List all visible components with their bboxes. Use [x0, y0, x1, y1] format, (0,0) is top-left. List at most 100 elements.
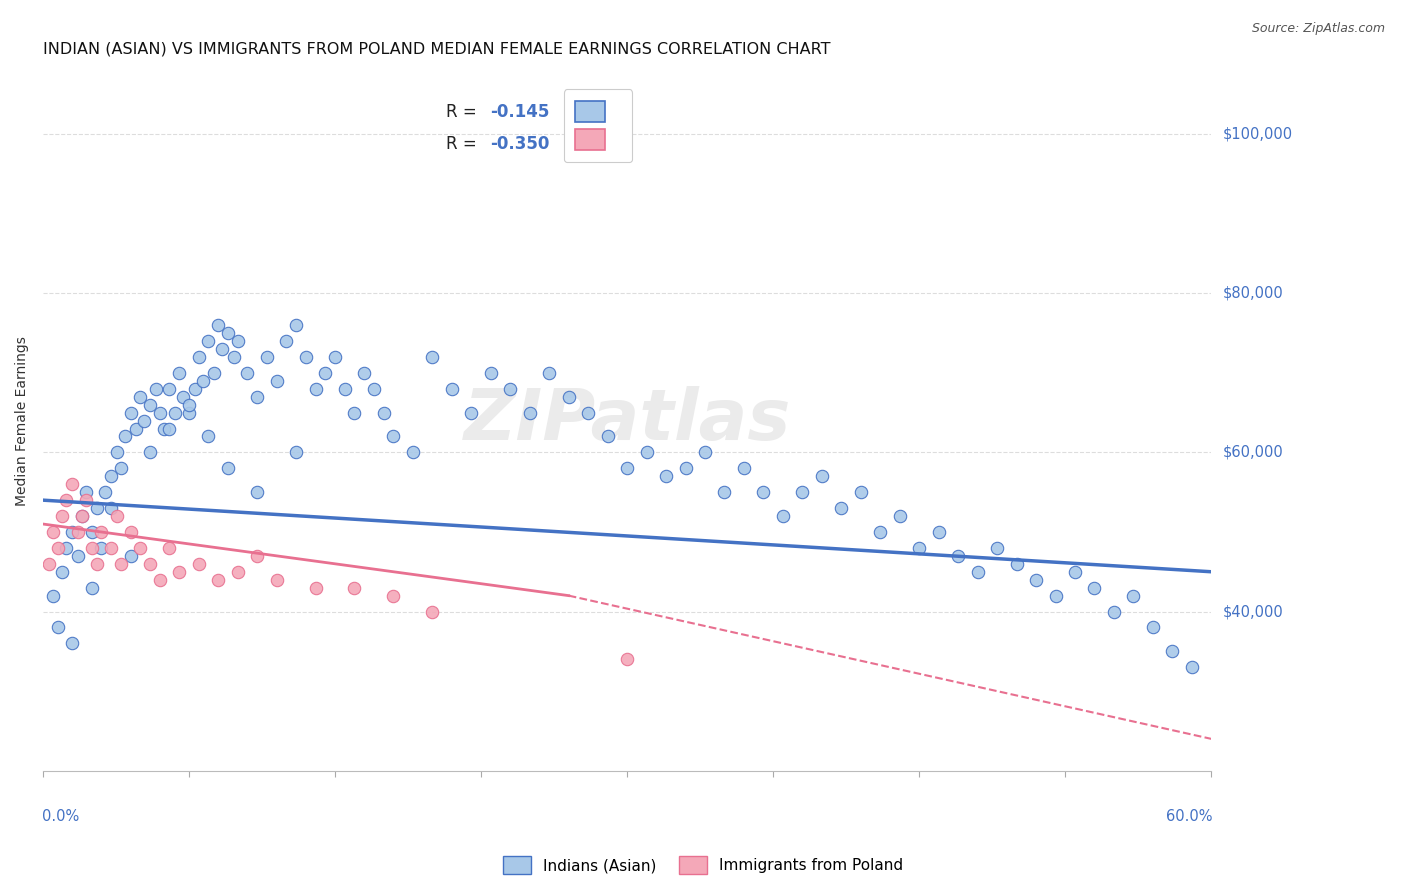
Point: [110, 557, 132, 571]
Point: [908, 541, 931, 555]
Point: [946, 549, 969, 563]
Text: $60,000: $60,000: [1222, 445, 1284, 460]
Point: [733, 461, 755, 475]
Point: [75, 493, 97, 508]
Point: [333, 382, 356, 396]
Point: [48, 541, 70, 555]
Point: [105, 445, 128, 459]
Point: [125, 421, 148, 435]
Point: [197, 429, 219, 443]
Point: [114, 429, 136, 443]
Point: [152, 421, 174, 435]
Point: [207, 318, 229, 332]
Point: [197, 334, 219, 348]
Point: [60, 477, 83, 491]
Text: 107: 107: [598, 103, 633, 121]
Point: [236, 366, 259, 380]
Point: [110, 461, 132, 475]
Point: [422, 350, 444, 364]
Point: [105, 509, 128, 524]
Point: [159, 541, 181, 555]
Legend: Indians (Asian), Immigrants from Poland: Indians (Asian), Immigrants from Poland: [496, 850, 910, 880]
Point: [382, 429, 405, 443]
Point: [869, 524, 891, 539]
Point: [266, 573, 288, 587]
Point: [294, 350, 316, 364]
Point: [80, 541, 103, 555]
Point: [966, 565, 988, 579]
Point: [256, 350, 278, 364]
Text: $80,000: $80,000: [1222, 285, 1284, 301]
Point: [70, 509, 93, 524]
Point: [70, 509, 93, 524]
Point: [1025, 573, 1047, 587]
Point: [304, 581, 326, 595]
Point: [285, 318, 308, 332]
Point: [207, 573, 229, 587]
Point: [343, 406, 366, 420]
Point: [51, 565, 73, 579]
Point: [149, 573, 172, 587]
Point: [38, 557, 60, 571]
Point: [149, 406, 172, 420]
Text: ZIPatlas: ZIPatlas: [464, 386, 790, 455]
Point: [226, 334, 249, 348]
Point: [1083, 581, 1105, 595]
Point: [693, 445, 716, 459]
Point: [167, 565, 190, 579]
Point: [80, 581, 103, 595]
Point: [616, 652, 638, 666]
Point: [211, 342, 233, 356]
Point: [120, 549, 142, 563]
Point: [217, 461, 239, 475]
Point: [373, 406, 395, 420]
Point: [139, 398, 162, 412]
Point: [382, 589, 405, 603]
Y-axis label: Median Female Earnings: Median Female Earnings: [15, 335, 30, 506]
Point: [48, 620, 70, 634]
Point: [675, 461, 697, 475]
Point: [167, 366, 190, 380]
Point: [1181, 660, 1204, 674]
Point: [246, 549, 269, 563]
Text: R =: R =: [446, 135, 482, 153]
Point: [129, 541, 152, 555]
Point: [928, 524, 950, 539]
Point: [811, 469, 834, 483]
Point: [51, 509, 73, 524]
Text: 31: 31: [598, 135, 627, 153]
Text: $40,000: $40,000: [1222, 604, 1284, 619]
Point: [246, 485, 269, 500]
Point: [1102, 605, 1125, 619]
Point: [139, 445, 162, 459]
Point: [165, 406, 187, 420]
Point: [159, 382, 181, 396]
Point: [792, 485, 814, 500]
Point: [830, 501, 852, 516]
Point: [1005, 557, 1028, 571]
Text: 60.0%: 60.0%: [1166, 809, 1212, 824]
Point: [402, 445, 425, 459]
Point: [90, 524, 112, 539]
Point: [519, 406, 541, 420]
Point: [499, 382, 522, 396]
Text: INDIAN (ASIAN) VS IMMIGRANTS FROM POLAND MEDIAN FEMALE EARNINGS CORRELATION CHAR: INDIAN (ASIAN) VS IMMIGRANTS FROM POLAND…: [44, 42, 831, 57]
Point: [66, 524, 89, 539]
Point: [222, 350, 245, 364]
Point: [100, 501, 122, 516]
Point: [276, 334, 298, 348]
Point: [1064, 565, 1087, 579]
Point: [460, 406, 482, 420]
Text: $100,000: $100,000: [1222, 127, 1292, 142]
Point: [177, 406, 200, 420]
Text: Source: ZipAtlas.com: Source: ZipAtlas.com: [1251, 22, 1385, 36]
Point: [266, 374, 288, 388]
Point: [217, 326, 239, 340]
Point: [772, 509, 794, 524]
Point: [134, 413, 156, 427]
Point: [655, 469, 678, 483]
Point: [172, 390, 194, 404]
Point: [752, 485, 775, 500]
Point: [304, 382, 326, 396]
Point: [100, 541, 122, 555]
